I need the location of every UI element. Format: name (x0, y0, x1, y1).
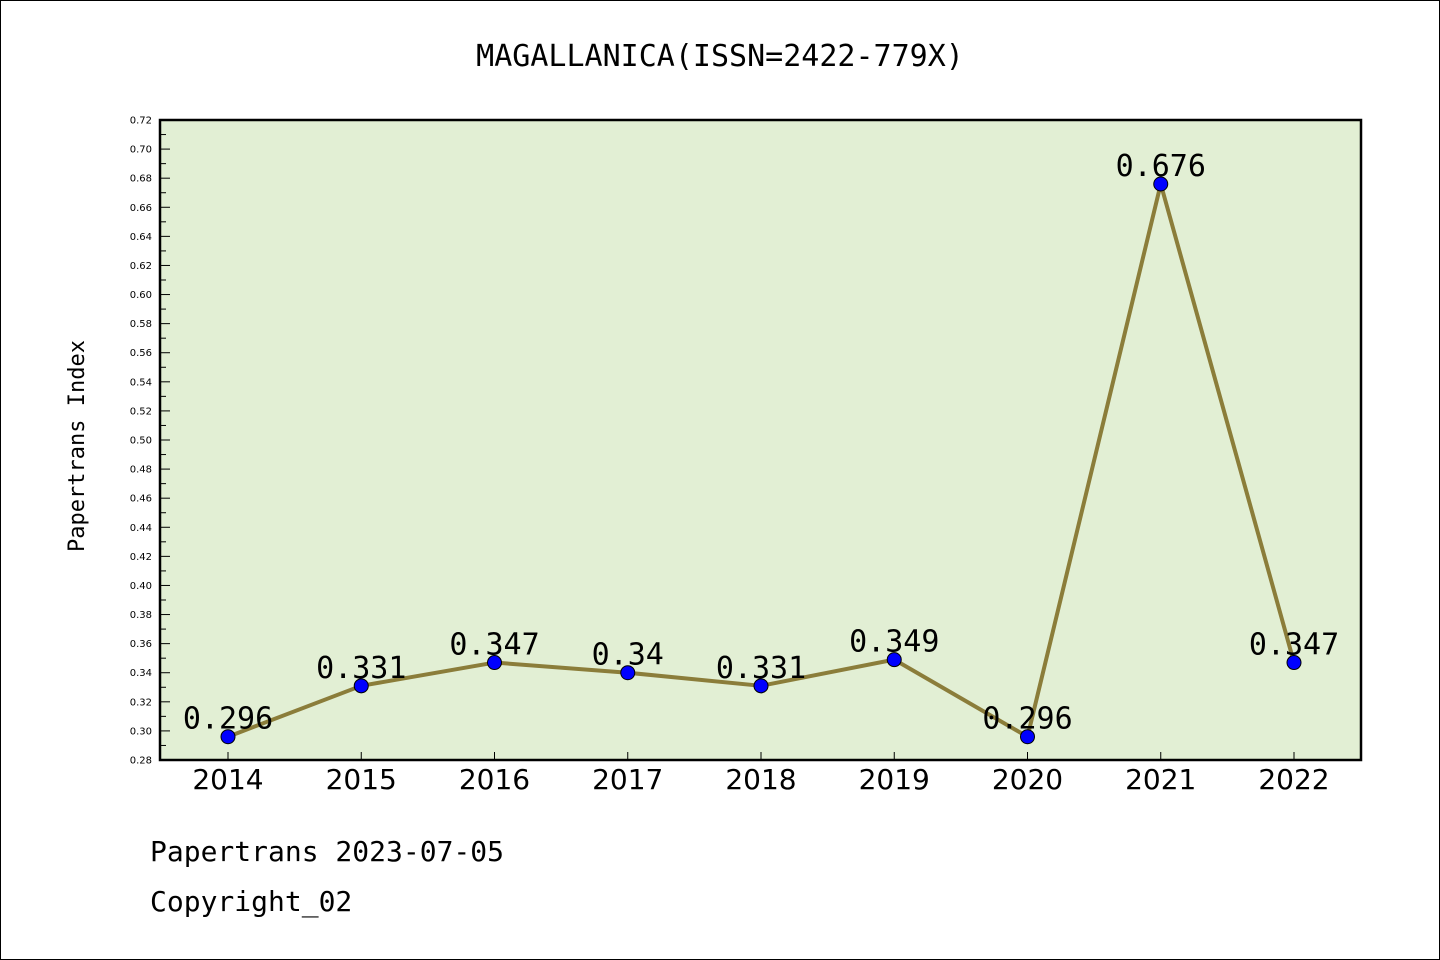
y-tick-label: 0.56 (130, 348, 152, 359)
y-axis-label: Papertrans Index (65, 340, 90, 552)
plot-area (160, 120, 1361, 760)
y-tick-label: 0.58 (130, 319, 152, 330)
x-tick-label: 2019 (859, 763, 930, 796)
y-tick-label: 0.68 (130, 174, 152, 185)
x-tick-label: 2015 (326, 763, 397, 796)
data-point (753, 678, 769, 694)
x-tick-label: 2017 (592, 763, 663, 796)
data-label: 0.34 (592, 638, 664, 673)
y-tick-label: 0.34 (130, 668, 152, 679)
data-label: 0.331 (716, 651, 806, 686)
y-tick-label: 0.32 (130, 697, 152, 708)
x-tick-label: 2018 (725, 763, 796, 796)
data-label: 0.331 (316, 651, 406, 686)
x-tick-label: 2020 (992, 763, 1063, 796)
y-tick-label: 0.40 (130, 581, 152, 592)
data-label: 0.296 (982, 702, 1072, 737)
y-tick-label: 0.46 (130, 494, 152, 505)
y-tick-label: 0.52 (130, 406, 152, 417)
data-label: 0.676 (1116, 149, 1206, 184)
x-tick-label: 2016 (459, 763, 530, 796)
y-tick-label: 0.38 (130, 610, 152, 621)
y-tick-label: 0.48 (130, 465, 152, 476)
y-tick-label: 0.60 (130, 290, 152, 301)
data-label: 0.347 (449, 628, 539, 663)
series (220, 176, 1302, 745)
data-point (1286, 655, 1302, 671)
y-tick-label: 0.28 (130, 756, 152, 767)
y-tick-label: 0.50 (130, 436, 152, 447)
data-point (353, 678, 369, 694)
y-tick-label: 0.64 (130, 232, 152, 243)
y-tick-label: 0.62 (130, 261, 152, 272)
y-tick-label: 0.70 (130, 145, 152, 156)
y-tick-label: 0.44 (130, 523, 152, 534)
footer-copyright: Copyright_02 (150, 885, 353, 918)
data-point (1153, 176, 1169, 192)
y-axis: 0.28 0.30 0.32 0.34 0.36 0.38 0.40 0.42 0.44 0.46… (130, 116, 170, 767)
data-point (220, 729, 236, 745)
plot-border (158, 118, 1363, 762)
y-tick-label: 0.66 (130, 203, 152, 214)
footer-date: Papertrans 2023-07-05 (150, 835, 505, 868)
x-tick-label: 2014 (192, 763, 263, 796)
data-label: 0.349 (849, 625, 939, 660)
chart-title: MAGALLANICA(ISSN=2422-779X) (476, 39, 964, 74)
x-axis: 2014 2015 2016 2017 2018 2019 2020 2021 2022 (192, 752, 1330, 796)
data-label: 0.347 (1249, 628, 1339, 663)
data-point (620, 665, 636, 681)
data-labels: 0.296 0.331 0.347 0.34 0.331 0.349 0.296 0.676 0… (183, 149, 1339, 737)
data-point (1020, 729, 1035, 745)
data-point (886, 652, 902, 668)
y-tick-label: 0.72 (130, 116, 152, 127)
y-tick-label: 0.54 (130, 377, 152, 388)
x-tick-label: 2022 (1258, 763, 1329, 796)
data-point (487, 655, 502, 671)
data-label: 0.296 (183, 702, 273, 737)
y-tick-label: 0.42 (130, 552, 152, 563)
y-tick-label: 0.36 (130, 639, 152, 650)
y-tick-label: 0.30 (130, 726, 152, 737)
x-tick-label: 2021 (1125, 763, 1196, 796)
